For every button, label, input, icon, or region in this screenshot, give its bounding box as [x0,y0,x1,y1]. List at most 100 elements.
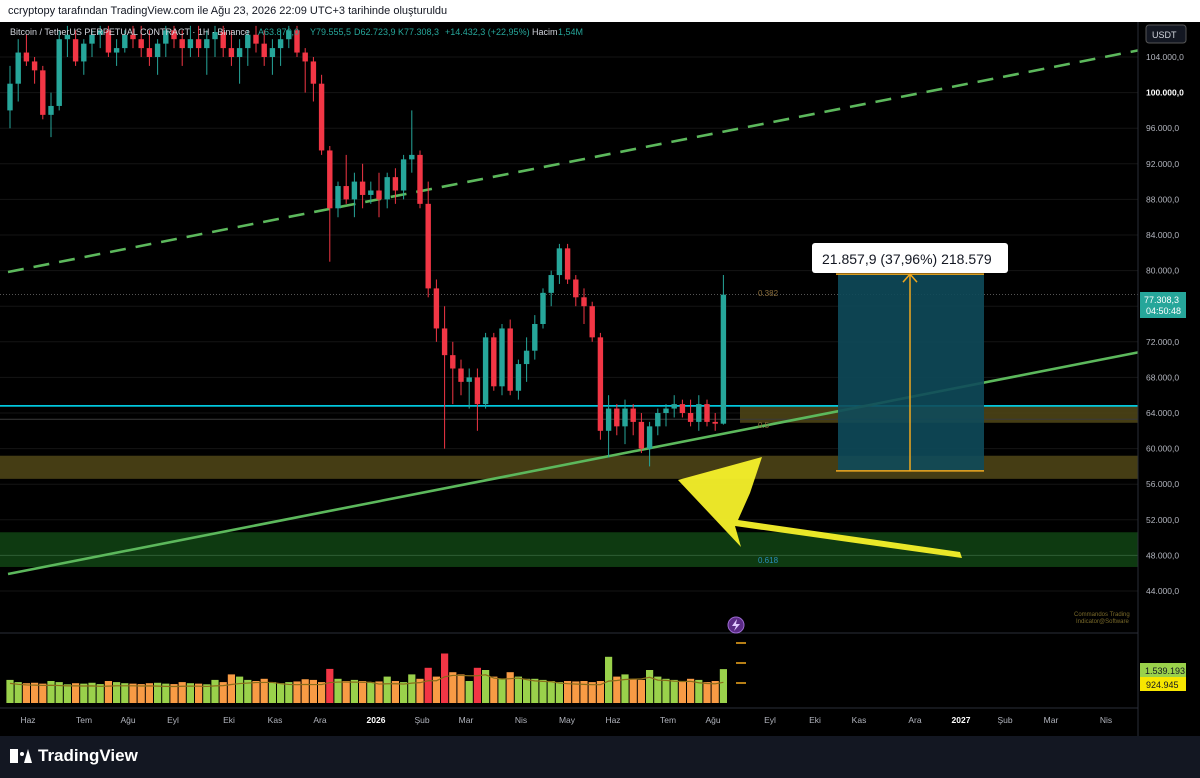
volume-bar [186,683,194,703]
volume-bar [670,679,678,703]
time-tick-label: Tem [660,715,676,725]
green-zone [0,532,1138,567]
highlight-arrow [678,457,962,558]
time-axis[interactable]: Haz Tem Ağu Eyl Eki Kas Ara 2026 Şub Mar Nis May Haz… [0,707,1138,725]
candle-body [376,190,382,200]
candle-body [212,32,218,40]
candle-body [204,39,210,49]
volume-bar [137,684,145,703]
volume-bar [637,679,645,703]
legend-volume-value: 1,54M [558,27,583,37]
volume-bar [170,684,178,703]
volume-average-line [9,674,724,688]
volume-bar [678,681,686,703]
candle-body [310,61,317,84]
time-tick-label: Mar [459,715,474,725]
candle-body [491,337,497,387]
volume-bar [260,678,268,703]
volume-bar [178,682,186,703]
volume-tag-green-label: 1.539.193 [1145,666,1185,676]
volume-bar [400,682,408,703]
candle-body [31,61,38,71]
legend-symbol: Bitcoin / TetherUS PERPETUAL CONTRACT · … [10,27,250,37]
candle-body [450,355,456,369]
measure-tool[interactable] [678,273,984,558]
volume-bar [96,684,104,703]
volume-bar [113,682,121,703]
volume-bar [547,681,555,703]
time-tick-label: Kas [268,715,283,725]
time-tick-label: Eki [223,715,235,725]
candle-body [97,30,103,35]
candle-body [351,181,358,200]
candle-body [663,408,669,413]
time-tick-label: Nis [1100,715,1112,725]
candle-body [507,328,513,391]
candle-body [696,404,702,422]
candle-body [359,181,366,195]
candle-body [458,368,464,382]
time-tick-label: Eyl [764,715,776,725]
volume-bar [596,681,604,703]
legend-change: +14.432,3 (+22,95%) [445,27,530,37]
price-tick-label: 44.000,0 [1146,586,1179,596]
volume-bar [441,653,449,703]
candle-body [72,39,79,62]
candle-body [122,34,128,49]
price-tag [1140,292,1186,318]
time-tick-label: Eki [809,715,821,725]
volume-bar [342,681,350,703]
measure-label-box [812,243,1008,273]
time-tick-label: Haz [20,715,35,725]
candle-body [671,404,677,409]
zones [0,405,1138,567]
volume-bar [613,676,621,703]
volume-bar [22,683,30,703]
candle-body [499,328,505,387]
price-tick-label: 48.000,0 [1146,550,1179,560]
candle-body [368,190,374,195]
candle-body [556,248,563,276]
volume-bar [203,684,211,703]
price-tick-label: 100.000,0 [1146,88,1184,98]
volume-bar [605,656,613,703]
volume-bar [506,672,514,703]
tradingview-logo-icon [10,749,32,763]
candle-body [269,48,276,57]
volume-bar [457,674,465,703]
candle-body [163,30,169,44]
candle-body [40,70,46,115]
volume-bar [145,683,153,703]
time-tick-label: Nis [515,715,527,725]
candle-body [15,52,21,84]
footer-bar: TradingView [0,736,1200,778]
volume-bar [473,667,481,703]
price-tick-label: 60.000,0 [1146,444,1179,454]
candle-body [589,306,595,338]
volume-bar [449,672,457,703]
candle-body [146,48,153,57]
tradingview-logo[interactable]: TradingView [10,746,138,766]
volume-bar [490,676,498,703]
candle-body [630,408,636,422]
currency-badge[interactable] [1145,24,1187,44]
candle-body [614,408,620,427]
volume-bar [432,676,440,703]
time-tick-label: 2026 [367,715,386,725]
price-chart[interactable]: 2.000.0001.000.0000 104.000,0 100.000,0 96… [0,22,1200,736]
volume-bar [326,668,334,703]
price-tick-label: 96.000,0 [1146,123,1179,133]
candle-body [245,34,251,49]
candle-body [720,294,727,424]
price-axis[interactable]: 104.000,0 100.000,0 96.000,0 92.000,0 88.000… [1137,22,1200,736]
legend-low: D62.723,9 [354,27,396,37]
volume-bar [195,683,203,703]
candle-body [220,32,226,49]
volume-bar [301,679,309,703]
fib-label-618: 0.618 [758,556,779,565]
volume-bar [6,679,14,703]
volume-tag-yellow [1140,677,1186,691]
price-tick-label: 64.000,0 [1146,408,1179,418]
volume-bar [572,681,580,703]
price-tick-label: 68.000,0 [1146,372,1179,382]
